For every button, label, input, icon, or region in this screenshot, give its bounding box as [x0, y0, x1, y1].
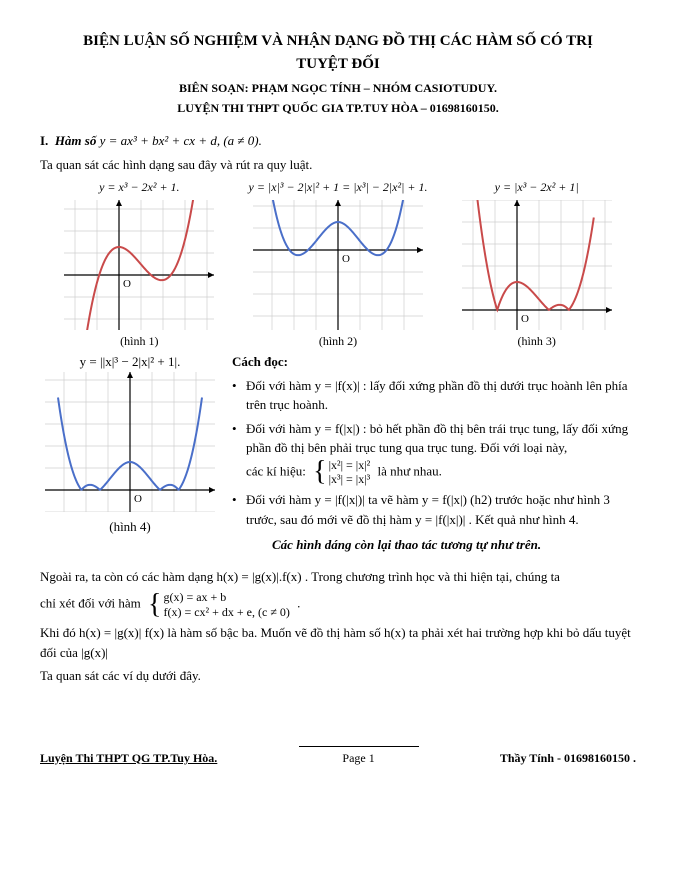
cach-doc-heading: Cách đọc: [232, 352, 636, 372]
bullet2-sys-after: là như nhau. [377, 463, 441, 478]
subtitle-1: BIÊN SOẠN: PHẠM NGỌC TÍNH – NHÓM CASIOTU… [40, 79, 636, 97]
graph-col-4: y = ||x|³ − 2|x|² + 1|. O (hình 4) [40, 352, 220, 537]
bullet2a: Đối với hàm y = f(|x|) : bỏ hết phần đồ … [246, 421, 628, 456]
sys1-row2: |x³| = |x|³ [329, 472, 371, 486]
page-title: BIỆN LUẬN SỐ NGHIỆM VÀ NHẬN DẠNG ĐỒ THỊ … [40, 30, 636, 75]
graph1-cap: (hình 1) [44, 332, 235, 350]
intro-line: Ta quan sát các hình dạng sau đây và rút… [40, 155, 636, 175]
para-2: chỉ xét đối với hàm { g(x) = ax + b f(x)… [40, 590, 636, 619]
graph-1: O [64, 200, 214, 330]
subtitle-2: LUYỆN THI THPT QUỐC GIA TP.TUY HÒA – 016… [40, 99, 636, 117]
sys2-row2: f(x) = cx² + dx + e, (c ≠ 0) [163, 605, 289, 619]
graph-col-3: y = |x³ − 2x² + 1| O (hình 3) [437, 178, 636, 350]
para2-pre: chỉ xét đối với hàm [40, 596, 144, 611]
bullet1-text: Đối với hàm y = |f(x)| : lấy đối xứng ph… [246, 376, 636, 415]
bullet-1: • Đối với hàm y = |f(x)| : lấy đối xứng … [232, 376, 636, 415]
sys2-row1: g(x) = ax + b [163, 590, 289, 604]
title-line1: BIỆN LUẬN SỐ NGHIỆM VÀ NHẬN DẠNG ĐỒ THỊ … [83, 33, 593, 49]
graph-col-1: y = x³ − 2x² + 1. O (hình 1) [40, 178, 239, 350]
brace-system-1: { |x²| = |x|² |x³| = |x|³ [313, 458, 370, 487]
bullet2-text: Đối với hàm y = f(|x|) : bỏ hết phần đồ … [246, 419, 636, 487]
graph3-eq: y = |x³ − 2x² + 1| [441, 178, 632, 196]
graph-row-1: y = x³ − 2x² + 1. O (hình 1) y = |x|³ − … [40, 178, 636, 350]
svg-text:O: O [123, 278, 131, 290]
bullet-2: • Đối với hàm y = f(|x|) : bỏ hết phần đ… [232, 419, 636, 487]
graph4-eq: y = ||x|³ − 2|x|² + 1|. [40, 352, 220, 372]
section-heading: I. Hàm số y = ax³ + bx² + cx + d, (a ≠ 0… [40, 131, 636, 151]
footer-right: Thầy Tính - 01698160150 . [500, 749, 636, 767]
svg-text:O: O [521, 313, 529, 325]
graph1-eq: y = x³ − 2x² + 1. [44, 178, 235, 196]
graph4-cap: (hình 4) [40, 517, 220, 537]
bullet-dot: • [232, 490, 246, 529]
section-number: I. [40, 133, 48, 148]
left-brace-icon: { [148, 591, 161, 619]
reading-block: Cách đọc: • Đối với hàm y = |f(x)| : lấy… [220, 352, 636, 555]
bullet3-text: Đối với hàm y = |f(|x|)| ta vẽ hàm y = f… [246, 490, 636, 529]
sys1-row1: |x²| = |x|² [329, 458, 371, 472]
svg-text:O: O [342, 253, 350, 265]
footer-page: Page 1 [342, 751, 374, 765]
section-formula: y = ax³ + bx² + cx + d, (a ≠ 0). [100, 133, 262, 148]
para-3: Khi đó h(x) = |g(x)| f(x) là hàm số bậc … [40, 623, 636, 662]
para-1: Ngoài ra, ta còn có các hàm dạng h(x) = … [40, 567, 636, 587]
brace-system-2: { g(x) = ax + b f(x) = cx² + dx + e, (c … [148, 590, 290, 619]
footer-left: Luyện Thi THPT QG TP.Tuy Hòa. [40, 749, 217, 767]
graph2-cap: (hình 2) [243, 332, 434, 350]
left-brace-icon: { [313, 458, 326, 486]
italic-note: Các hình dáng còn lại thao tác tương tự … [272, 535, 636, 555]
two-column-block: y = ||x|³ − 2|x|² + 1|. O (hình 4) Cách … [40, 352, 636, 555]
footer-center: Page 1 [299, 746, 419, 767]
bullet-dot: • [232, 419, 246, 487]
graph3-cap: (hình 3) [441, 332, 632, 350]
graph-2: O [253, 200, 423, 330]
svg-text:O: O [134, 493, 142, 505]
para-4: Ta quan sát các ví dụ dưới đây. [40, 666, 636, 686]
section-name: Hàm số [55, 133, 97, 148]
bullet-dot: • [232, 376, 246, 415]
graph-col-2: y = |x|³ − 2|x|² + 1 = |x³| − 2|x²| + 1.… [239, 178, 438, 350]
bullet-3: • Đối với hàm y = |f(|x|)| ta vẽ hàm y =… [232, 490, 636, 529]
sys2-after: . [297, 596, 300, 611]
graph2-eq: y = |x|³ − 2|x|² + 1 = |x³| − 2|x²| + 1. [243, 178, 434, 196]
footer-divider [299, 746, 419, 747]
page-footer: Luyện Thi THPT QG TP.Tuy Hòa. Page 1 Thầ… [40, 746, 636, 767]
title-line2: TUYỆT ĐỐI [296, 56, 380, 72]
graph-4: O [45, 372, 215, 512]
bullet2-sys-intro: các kí hiệu: [246, 463, 309, 478]
graph-3: O [462, 200, 612, 330]
